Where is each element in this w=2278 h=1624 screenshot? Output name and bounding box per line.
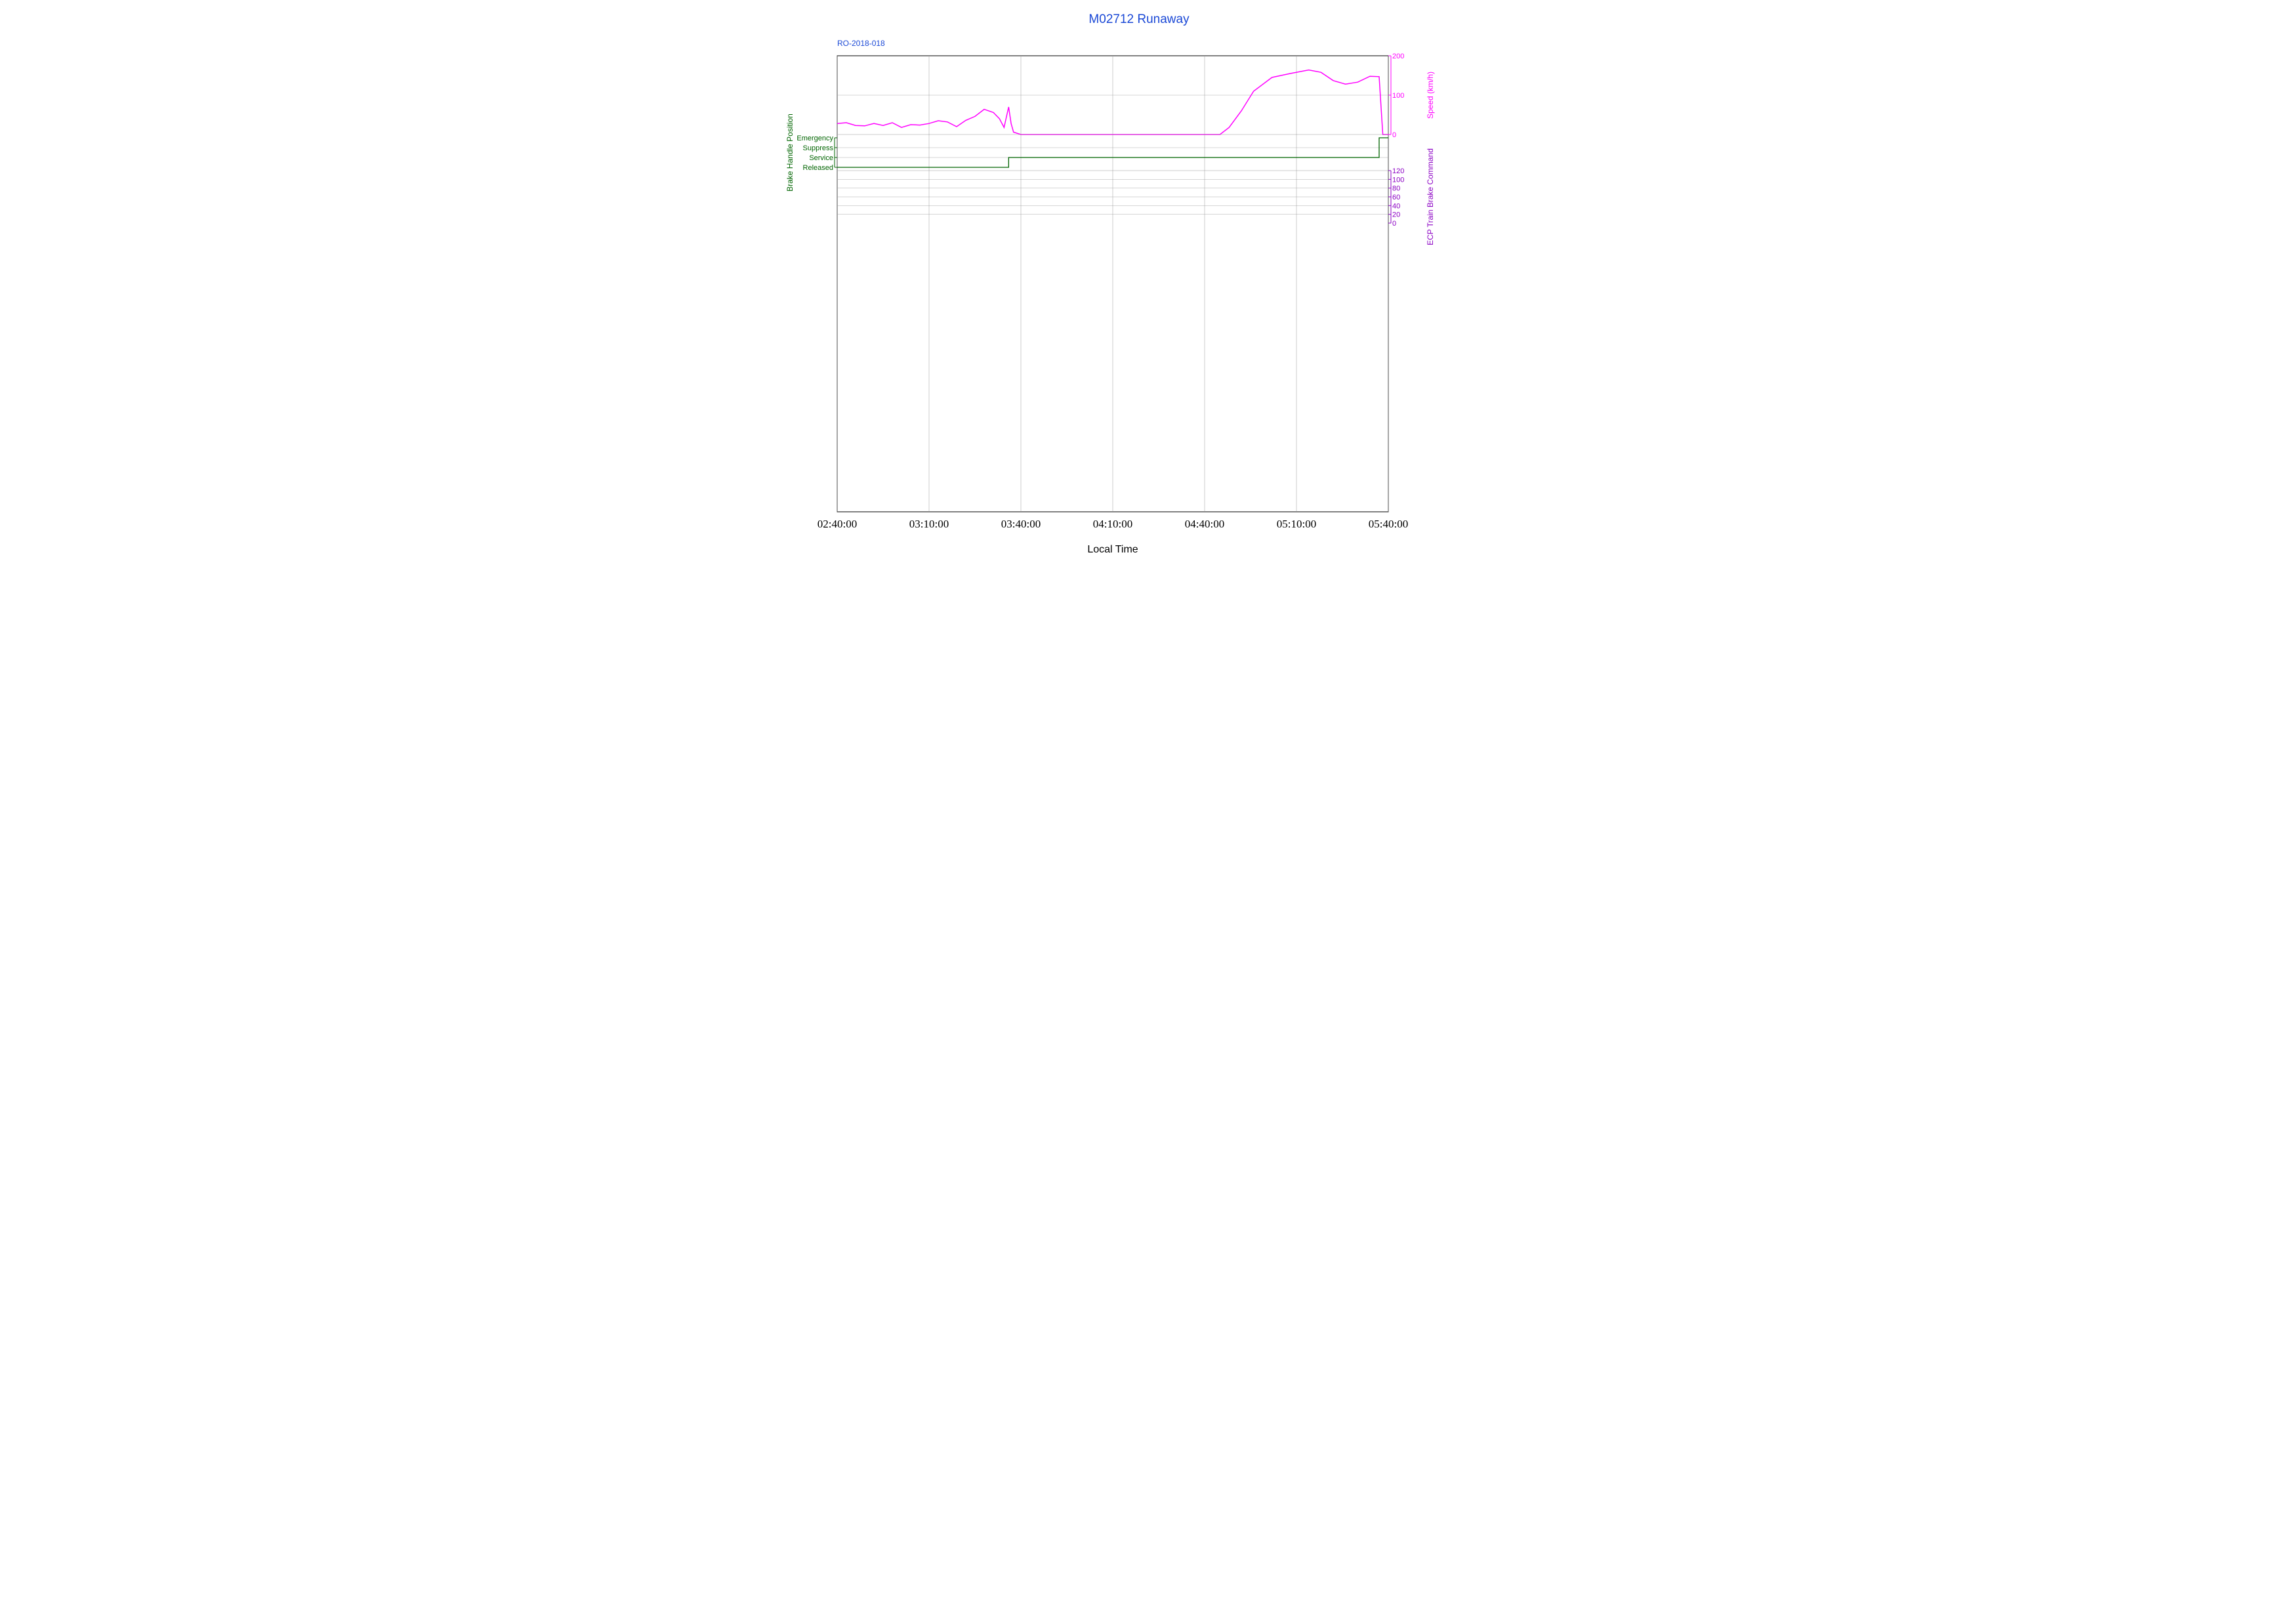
axis-tick: Released xyxy=(803,164,833,172)
x-tick: 03:10:00 xyxy=(909,518,949,530)
axis-tick: Service xyxy=(809,154,833,162)
axis-label: ECP Train Brake Command xyxy=(1426,148,1435,245)
axis-tick: Suppress xyxy=(803,144,834,152)
axis-tick: 60 xyxy=(1392,194,1400,201)
axis-tick: 100 xyxy=(1392,92,1404,100)
axis-label: Speed (km/h) xyxy=(1426,72,1435,119)
axis-tick: 40 xyxy=(1392,202,1400,210)
axis-tick: 80 xyxy=(1392,185,1400,193)
axis-tick: 120 xyxy=(1392,167,1404,175)
x-tick: 04:10:00 xyxy=(1093,518,1132,530)
axis-tick: 20 xyxy=(1392,211,1400,219)
axis-tick: 200 xyxy=(1392,52,1404,60)
axis-tick: 0 xyxy=(1392,131,1396,139)
axis-tick: 0 xyxy=(1392,220,1396,228)
x-tick: 05:40:00 xyxy=(1369,518,1408,530)
axis-tick: 100 xyxy=(1392,176,1404,184)
axis-label: Brake Handle Position xyxy=(785,114,795,192)
x-tick: 03:40:00 xyxy=(1001,518,1041,530)
chart-subtitle: RO-2018-018 xyxy=(837,39,885,48)
chart-title: M02712 Runaway xyxy=(1088,12,1190,26)
x-axis-label: Local Time xyxy=(1087,544,1138,555)
x-tick: 05:10:00 xyxy=(1277,518,1316,530)
x-tick: 02:40:00 xyxy=(818,518,857,530)
axis-tick: Emergency xyxy=(797,135,833,142)
x-tick: 04:40:00 xyxy=(1185,518,1224,530)
